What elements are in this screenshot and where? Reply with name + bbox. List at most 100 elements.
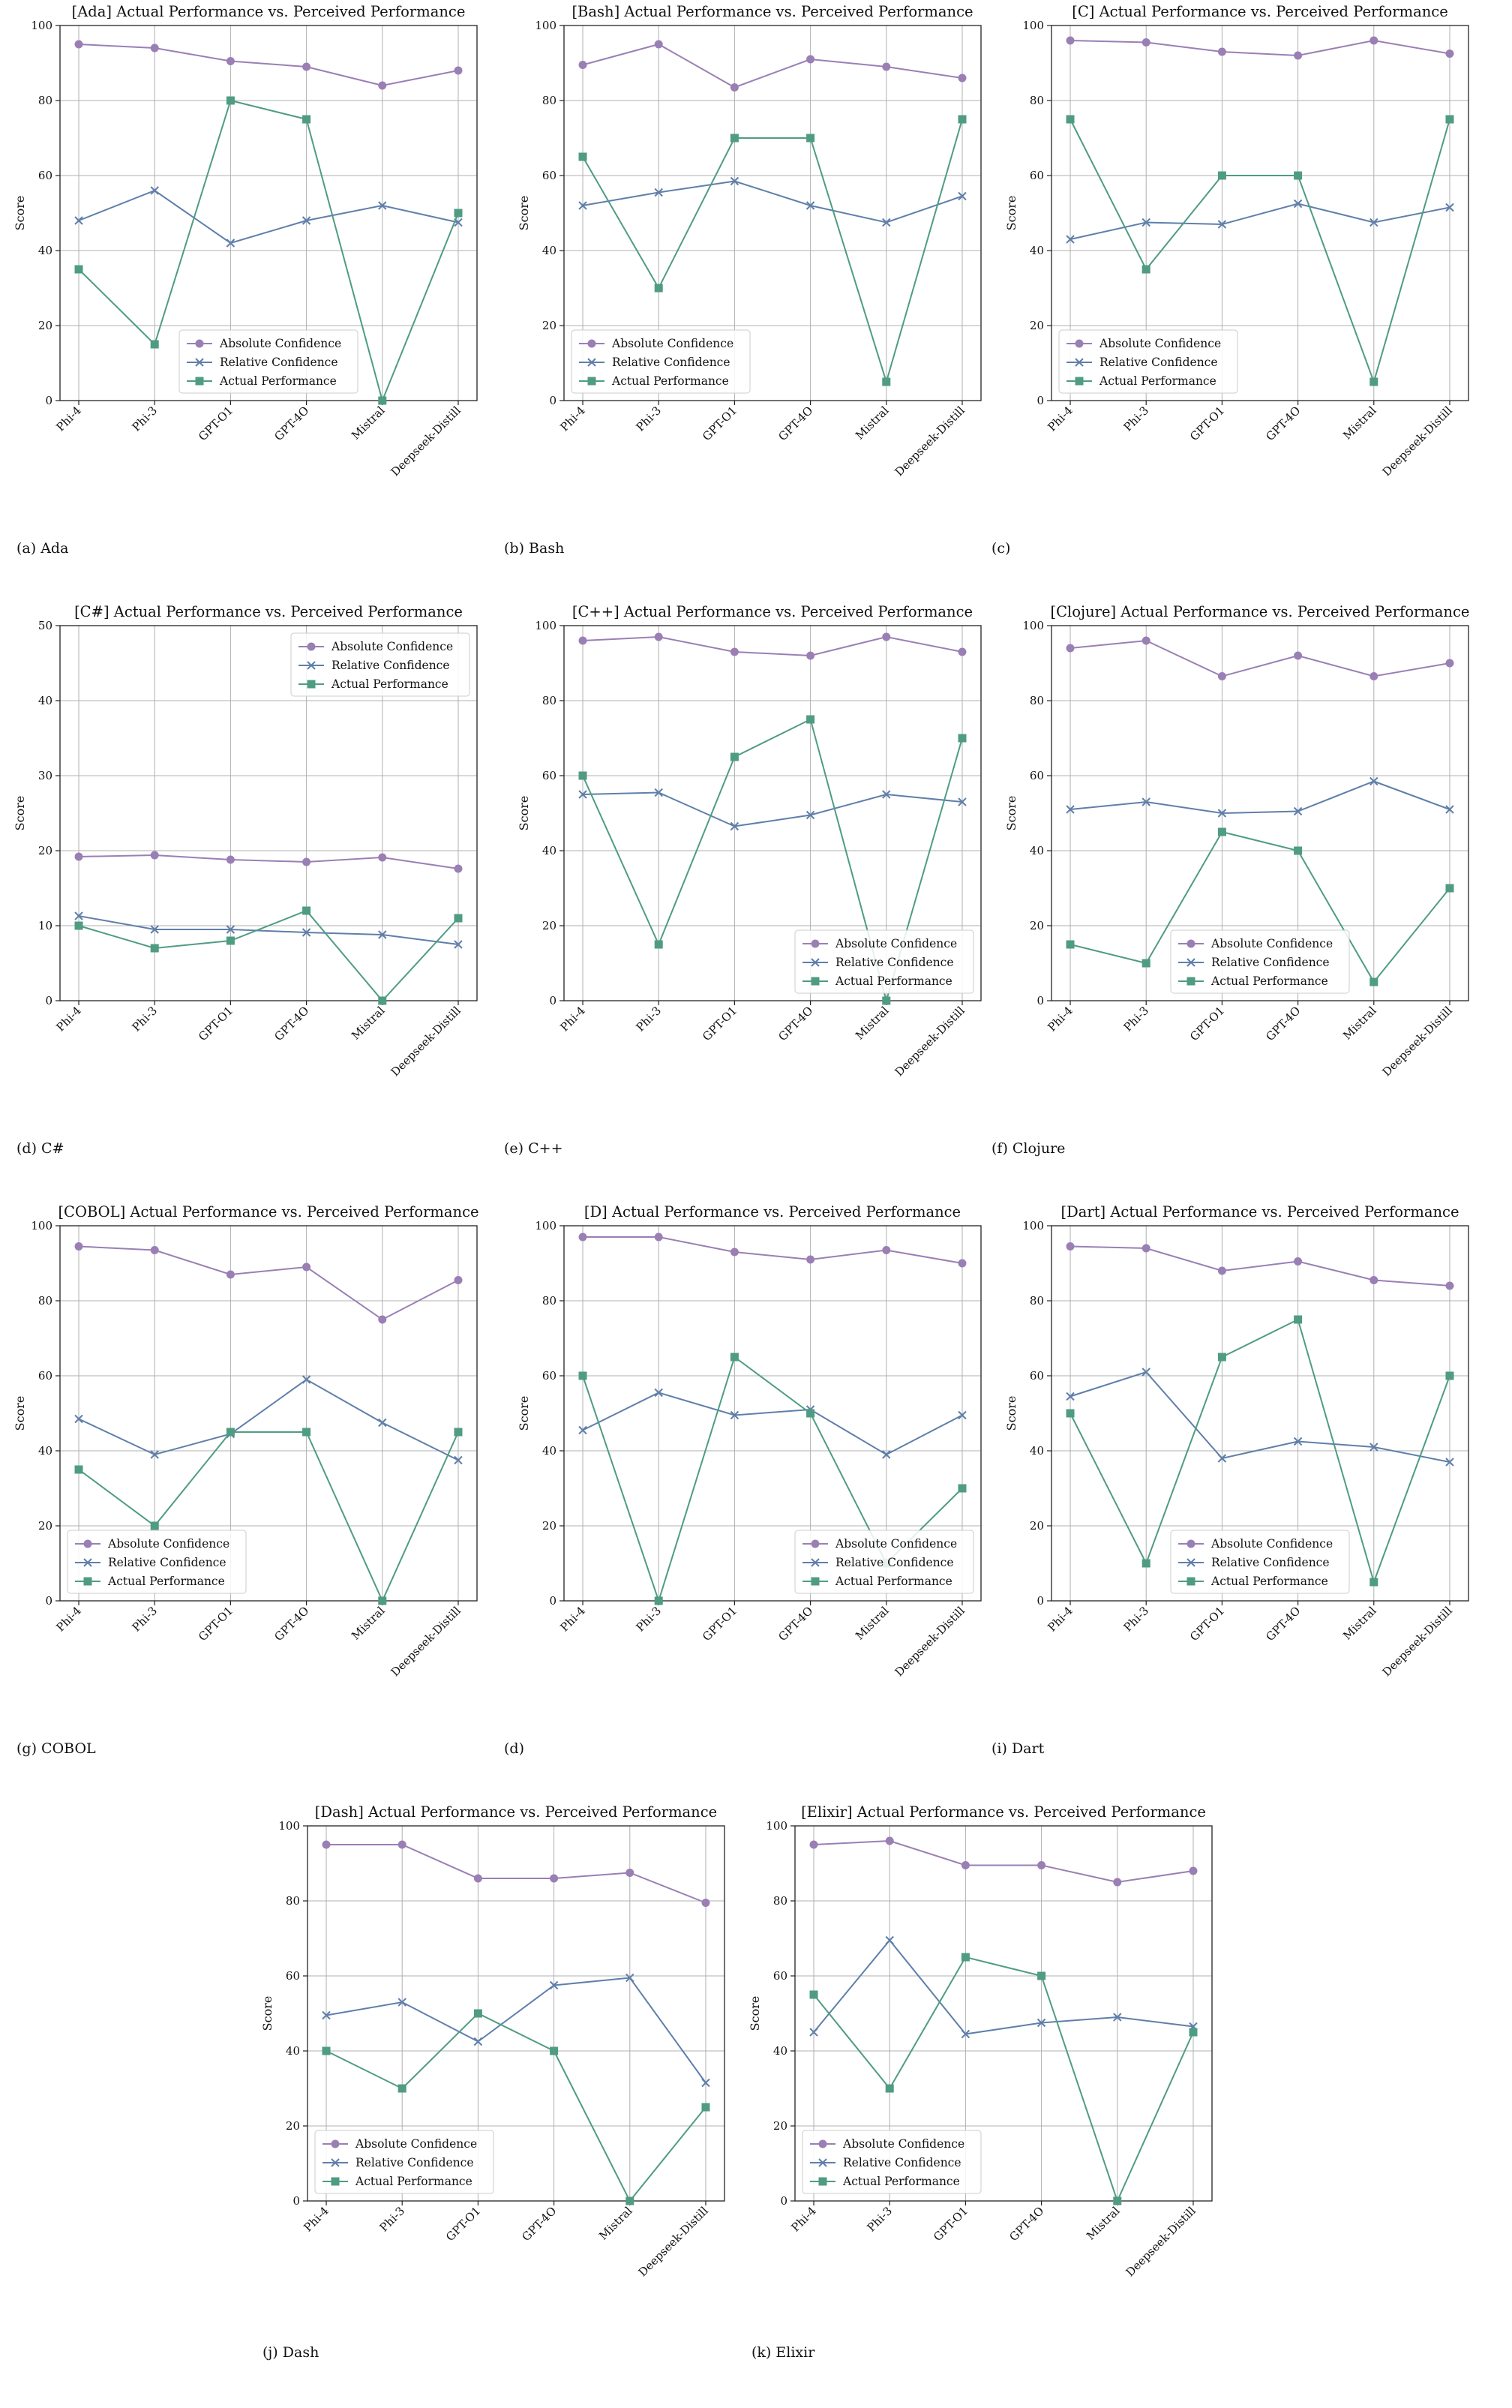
legend-label: Actual Performance	[355, 2175, 472, 2188]
plot-frame	[59, 1225, 478, 1602]
legend-marker	[587, 339, 596, 348]
legend: Absolute Confidence Relative Confidence Ac…	[571, 329, 751, 394]
data-point	[454, 1428, 463, 1437]
legend-marker	[331, 2139, 340, 2148]
data-point	[302, 857, 311, 866]
legend-marker	[818, 2177, 827, 2186]
chart-panel-c: [C] Actual Performance vs. Perceived Per…	[992, 0, 1502, 540]
series-line	[1070, 1245, 1450, 1287]
data-point	[302, 62, 311, 71]
legend-marker	[331, 2177, 340, 2186]
y-axis: 0 20 40 60 80 100	[535, 1219, 564, 1608]
y-tick-label: 0	[549, 1594, 556, 1608]
data-point	[226, 1428, 235, 1437]
series-line	[1070, 639, 1450, 677]
data-point	[701, 1899, 710, 1907]
y-axis-label: Score	[517, 196, 531, 231]
legend-label: Actual Performance	[842, 2175, 960, 2188]
legend: Absolute Confidence Relative Confidence Ac…	[290, 632, 470, 697]
data-point	[322, 2046, 331, 2055]
legend-marker	[331, 2158, 340, 2167]
legend-item-relative: Relative Confidence	[298, 659, 450, 672]
series-absolute	[74, 1242, 463, 1324]
series-absolute	[74, 40, 463, 90]
data-point	[1293, 199, 1303, 209]
data-point	[654, 1233, 663, 1242]
data-point	[1445, 115, 1454, 124]
data-point	[1445, 1371, 1454, 1380]
y-axis: 0 20 40 60 80 100	[278, 1819, 308, 2208]
series-line	[78, 99, 459, 404]
y-tick-label: 40	[38, 1444, 52, 1458]
data-point	[1217, 672, 1226, 680]
y-tick-label: 80	[1030, 1294, 1044, 1308]
x-tick-label: Phi-4	[53, 1604, 83, 1634]
y-tick-label: 80	[38, 94, 52, 107]
x-tick-label: Mistral	[1340, 404, 1379, 443]
data-point	[398, 2084, 406, 2093]
legend-marker	[1186, 1539, 1196, 1548]
x-tick-label: GPT-4O	[1263, 404, 1303, 443]
data-point	[454, 864, 463, 873]
x-tick-label: Phi-4	[53, 404, 83, 434]
x-tick-label: GPT-O1	[700, 1604, 740, 1644]
chart-svg: [Bash] Actual Performance vs. Perceived …	[517, 3, 982, 479]
legend-item-relative: Relative Confidence	[579, 356, 730, 369]
y-tick-label: 60	[38, 169, 52, 182]
series-line	[1070, 780, 1450, 815]
y-tick-label: 100	[31, 1219, 52, 1233]
chart-title: [Clojure] Actual Performance vs. Perceiv…	[1051, 603, 1470, 620]
data-point	[958, 115, 967, 124]
legend: Absolute Confidence Relative Confidence Ac…	[178, 329, 358, 394]
data-point	[1142, 959, 1150, 968]
data-point	[1370, 977, 1378, 986]
series-line	[1070, 830, 1450, 983]
x-tick-label: Phi-4	[53, 1004, 83, 1034]
x-tick-label: Phi-4	[788, 2204, 818, 2234]
data-point	[1066, 644, 1075, 653]
data-point	[1066, 115, 1075, 124]
plot-frame	[59, 25, 478, 401]
y-tick-label: 60	[38, 1369, 52, 1383]
caption-d: (d)	[504, 1740, 524, 1757]
y-axis-label: Score	[260, 1996, 274, 2031]
y-axis: 0 20 40 60 80 100	[1022, 19, 1052, 407]
plot-frame	[1051, 25, 1469, 401]
x-axis: Phi-4 Phi-3 GPT-O1 GPT-4O Mistral Deepseek-Di…	[1045, 401, 1455, 479]
x-tick-label: GPT-O1	[931, 2204, 970, 2244]
data-point	[882, 62, 891, 71]
chart-title: [Bash] Actual Performance vs. Perceived …	[572, 3, 973, 20]
series-relative	[74, 186, 463, 248]
data-point	[654, 940, 663, 949]
y-tick-label: 20	[1030, 919, 1044, 932]
x-tick-label: Phi-4	[557, 1004, 587, 1034]
data-point	[578, 1371, 587, 1380]
legend-label: Relative Confidence	[332, 659, 450, 672]
series-absolute	[1066, 636, 1454, 680]
data-point	[958, 647, 967, 656]
data-point	[1217, 827, 1226, 836]
x-tick-label: Mistral	[1084, 2204, 1123, 2243]
data-point	[578, 1233, 587, 1242]
legend-item-relative: Relative Confidence	[75, 1556, 226, 1569]
legend-label: Relative Confidence	[1211, 956, 1330, 969]
series-actual	[74, 1428, 463, 1605]
legend-label: Relative Confidence	[1100, 356, 1218, 369]
series-absolute	[1066, 36, 1454, 60]
data-point	[806, 715, 815, 724]
data-point	[74, 265, 83, 274]
data-point	[150, 925, 159, 934]
series-relative	[1066, 1368, 1454, 1467]
x-tick-label: GPT-4O	[776, 1604, 815, 1644]
series-line	[78, 1245, 459, 1321]
data-point	[882, 1246, 891, 1254]
legend-box	[802, 2130, 982, 2194]
x-tick-label: GPT-O1	[700, 404, 740, 443]
x-tick-label: Mistral	[349, 1004, 388, 1043]
legend-marker	[587, 358, 596, 367]
legend-marker	[195, 339, 204, 348]
chart-panel-cobol: [COBOL] Actual Performance vs. Perceived…	[0, 1200, 510, 1740]
chart-title: [Ada] Actual Performance vs. Perceived P…	[72, 3, 466, 20]
data-point	[74, 1242, 83, 1251]
x-tick-label: Deepseek-Distill	[388, 1004, 464, 1079]
